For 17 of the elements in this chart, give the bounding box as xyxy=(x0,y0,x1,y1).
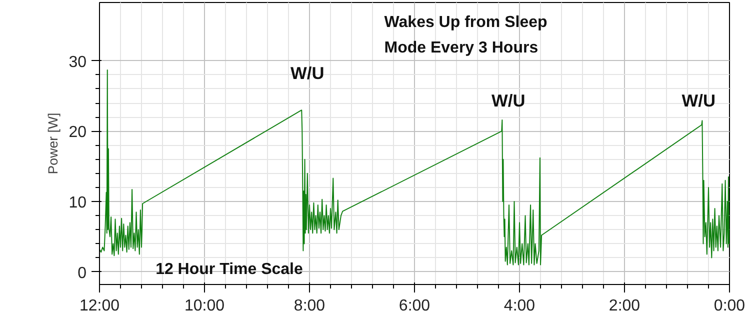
annotation: 12 Hour Time Scale xyxy=(156,261,303,278)
y-tick-label: 30 xyxy=(68,54,87,71)
y-tick-label: 0 xyxy=(78,264,87,282)
annotation: W/U xyxy=(290,63,324,83)
x-tick-label: 6:00 xyxy=(398,298,430,314)
y-axis-title: Power [W] xyxy=(46,112,61,174)
x-tick-label: 0:00 xyxy=(714,298,746,314)
y-tick-label: 20 xyxy=(68,124,87,142)
x-tick-label: 2:00 xyxy=(608,298,640,314)
x-tick-label: 10:00 xyxy=(184,298,225,314)
annotation: Wakes Up from Sleep Mode Every 3 Hours xyxy=(384,14,548,56)
annotation: W/U xyxy=(492,90,526,111)
x-tick-label: 4:00 xyxy=(504,298,536,314)
y-tick-label: 10 xyxy=(68,194,87,212)
x-tick-label: 8:00 xyxy=(294,298,326,314)
x-tick-label: 12:00 xyxy=(79,298,120,314)
annotation: W/U xyxy=(682,90,716,111)
